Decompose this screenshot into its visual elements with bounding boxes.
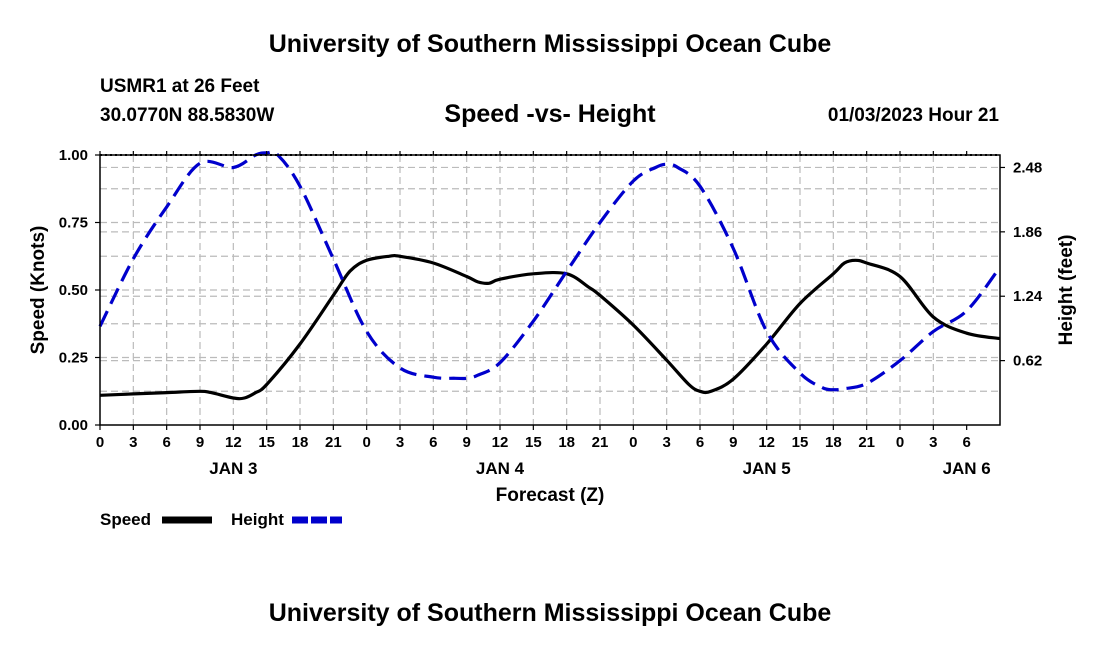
x-tick-label: 0 — [896, 434, 904, 451]
x-date-label: JAN 4 — [476, 459, 525, 478]
page-title: University of Southern Mississippi Ocean… — [268, 30, 832, 58]
legend-label-height: Height — [231, 510, 284, 529]
x-tick-label: 6 — [696, 434, 704, 451]
x-date-label: JAN 5 — [743, 459, 791, 478]
series-layer — [98, 150, 1002, 401]
forecast-datetime: 01/03/2023 Hour 21 — [827, 105, 999, 126]
y2-tick-label: 1.24 — [1013, 288, 1043, 305]
x-tick-label: 12 — [225, 434, 242, 451]
x-tick-label: 21 — [325, 434, 342, 451]
x-tick-label: 3 — [129, 434, 137, 451]
footer-title: University of Southern Mississippi Ocean… — [268, 599, 832, 627]
y-tick-label: 0.50 — [59, 282, 88, 299]
x-tick-label: 9 — [196, 434, 204, 451]
x-tick-label: 6 — [162, 434, 170, 451]
x-tick-label: 6 — [429, 434, 437, 451]
x-tick-label: 15 — [258, 434, 275, 451]
x-tick-label: 18 — [825, 434, 842, 451]
x-tick-label: 12 — [758, 434, 775, 451]
y2-tick-label: 1.86 — [1013, 224, 1042, 241]
x-tick-label: 6 — [962, 434, 970, 451]
y2-tick-label: 2.48 — [1013, 159, 1042, 176]
x-tick-label: 9 — [462, 434, 470, 451]
station-label: USMR1 at 26 Feet — [100, 76, 260, 97]
chart-title: Speed -vs- Height — [444, 100, 656, 128]
y-tick-label: 0.75 — [59, 215, 88, 232]
x-tick-label: 18 — [292, 434, 309, 451]
x-tick-label: 0 — [629, 434, 637, 451]
x-tick-label: 12 — [492, 434, 509, 451]
series-line-speed — [99, 253, 1001, 401]
x-tick-label: 3 — [929, 434, 937, 451]
series-line-height — [98, 150, 1002, 392]
y2-tick-label: 0.62 — [1013, 353, 1042, 370]
x-tick-label: 18 — [558, 434, 575, 451]
y-axis-label: Speed (Knots) — [28, 226, 49, 355]
x-tick-label: 21 — [592, 434, 609, 451]
x-tick-label: 0 — [362, 434, 370, 451]
legend-label-speed: Speed — [100, 510, 151, 529]
legend: Speed Height — [100, 510, 342, 529]
x-tick-label: 21 — [858, 434, 875, 451]
y-tick-label: 1.00 — [59, 147, 88, 164]
y2-axis-label: Height (feet) — [1056, 235, 1077, 346]
x-tick-label: 3 — [396, 434, 404, 451]
axes-layer — [95, 151, 1005, 430]
x-tick-label: 15 — [792, 434, 809, 451]
labels-layer: 0 3 6 9 12 15 18 21 0 3 6 9 12 15 18 21 0 3 6 9 12 15 18 21 0 3 6 J… — [28, 147, 1077, 506]
x-tick-label: 3 — [662, 434, 670, 451]
x-tick-label: 15 — [525, 434, 542, 451]
grid-layer — [100, 155, 1000, 425]
y-tick-label: 0.00 — [59, 417, 88, 434]
y-tick-label: 0.25 — [59, 350, 88, 367]
x-tick-label: 0 — [96, 434, 104, 451]
x-date-label: JAN 3 — [209, 459, 257, 478]
station-coordinates: 30.0770N 88.5830W — [100, 105, 275, 126]
x-axis-label: Forecast (Z) — [496, 485, 605, 506]
x-date-label: JAN 6 — [943, 459, 991, 478]
x-tick-label: 9 — [729, 434, 737, 451]
